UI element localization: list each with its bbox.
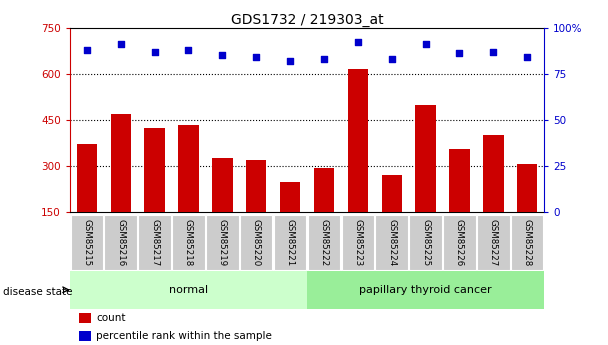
Title: GDS1732 / 219303_at: GDS1732 / 219303_at <box>230 12 384 27</box>
Bar <box>483 135 503 212</box>
Text: GSM85222: GSM85222 <box>319 219 328 266</box>
Text: normal: normal <box>169 285 208 295</box>
Point <box>150 49 159 55</box>
Bar <box>382 175 402 212</box>
Point <box>82 47 92 52</box>
Point <box>116 41 126 47</box>
Bar <box>280 182 300 212</box>
Text: GSM85221: GSM85221 <box>286 219 295 266</box>
Bar <box>342 215 374 270</box>
Bar <box>449 149 469 212</box>
Bar <box>145 128 165 212</box>
Text: GSM85227: GSM85227 <box>489 219 498 266</box>
Text: GSM85215: GSM85215 <box>82 219 91 266</box>
Bar <box>80 331 91 341</box>
Text: GSM85220: GSM85220 <box>252 219 261 266</box>
Bar <box>71 215 103 270</box>
Text: GSM85219: GSM85219 <box>218 219 227 266</box>
Point <box>184 47 193 52</box>
Text: GSM85218: GSM85218 <box>184 219 193 266</box>
Text: GSM85217: GSM85217 <box>150 219 159 266</box>
Point <box>319 56 329 62</box>
Bar <box>206 215 238 270</box>
Point <box>488 49 498 55</box>
Bar <box>443 215 475 270</box>
Bar <box>314 168 334 212</box>
Bar <box>111 114 131 212</box>
Bar <box>415 105 436 212</box>
Bar <box>240 215 272 270</box>
Bar <box>212 158 232 212</box>
Bar <box>409 215 442 270</box>
Point <box>285 58 295 63</box>
Text: GSM85223: GSM85223 <box>353 219 362 266</box>
Bar <box>77 145 97 212</box>
Text: papillary thyroid cancer: papillary thyroid cancer <box>359 285 492 295</box>
Point <box>455 51 465 56</box>
Bar <box>178 126 199 212</box>
Bar <box>80 313 91 323</box>
Bar <box>139 215 171 270</box>
Text: count: count <box>96 313 125 323</box>
Text: GSM85224: GSM85224 <box>387 219 396 266</box>
Text: GSM85228: GSM85228 <box>523 219 532 266</box>
Point <box>251 55 261 60</box>
Bar <box>376 215 408 270</box>
Bar <box>307 271 544 309</box>
Text: GSM85226: GSM85226 <box>455 219 464 266</box>
Text: GSM85216: GSM85216 <box>116 219 125 266</box>
Bar <box>172 215 205 270</box>
Point <box>522 55 532 60</box>
Bar <box>246 160 266 212</box>
Bar <box>70 271 307 309</box>
Bar <box>517 164 537 212</box>
Bar <box>105 215 137 270</box>
Bar <box>274 215 306 270</box>
Bar <box>308 215 340 270</box>
Point <box>421 41 430 47</box>
Bar <box>477 215 510 270</box>
Text: GSM85225: GSM85225 <box>421 219 430 266</box>
Text: percentile rank within the sample: percentile rank within the sample <box>96 331 272 341</box>
Bar <box>511 215 544 270</box>
Bar <box>348 69 368 212</box>
Point <box>353 40 363 45</box>
Point <box>387 56 396 62</box>
Point <box>218 52 227 58</box>
Text: disease state: disease state <box>3 287 72 296</box>
